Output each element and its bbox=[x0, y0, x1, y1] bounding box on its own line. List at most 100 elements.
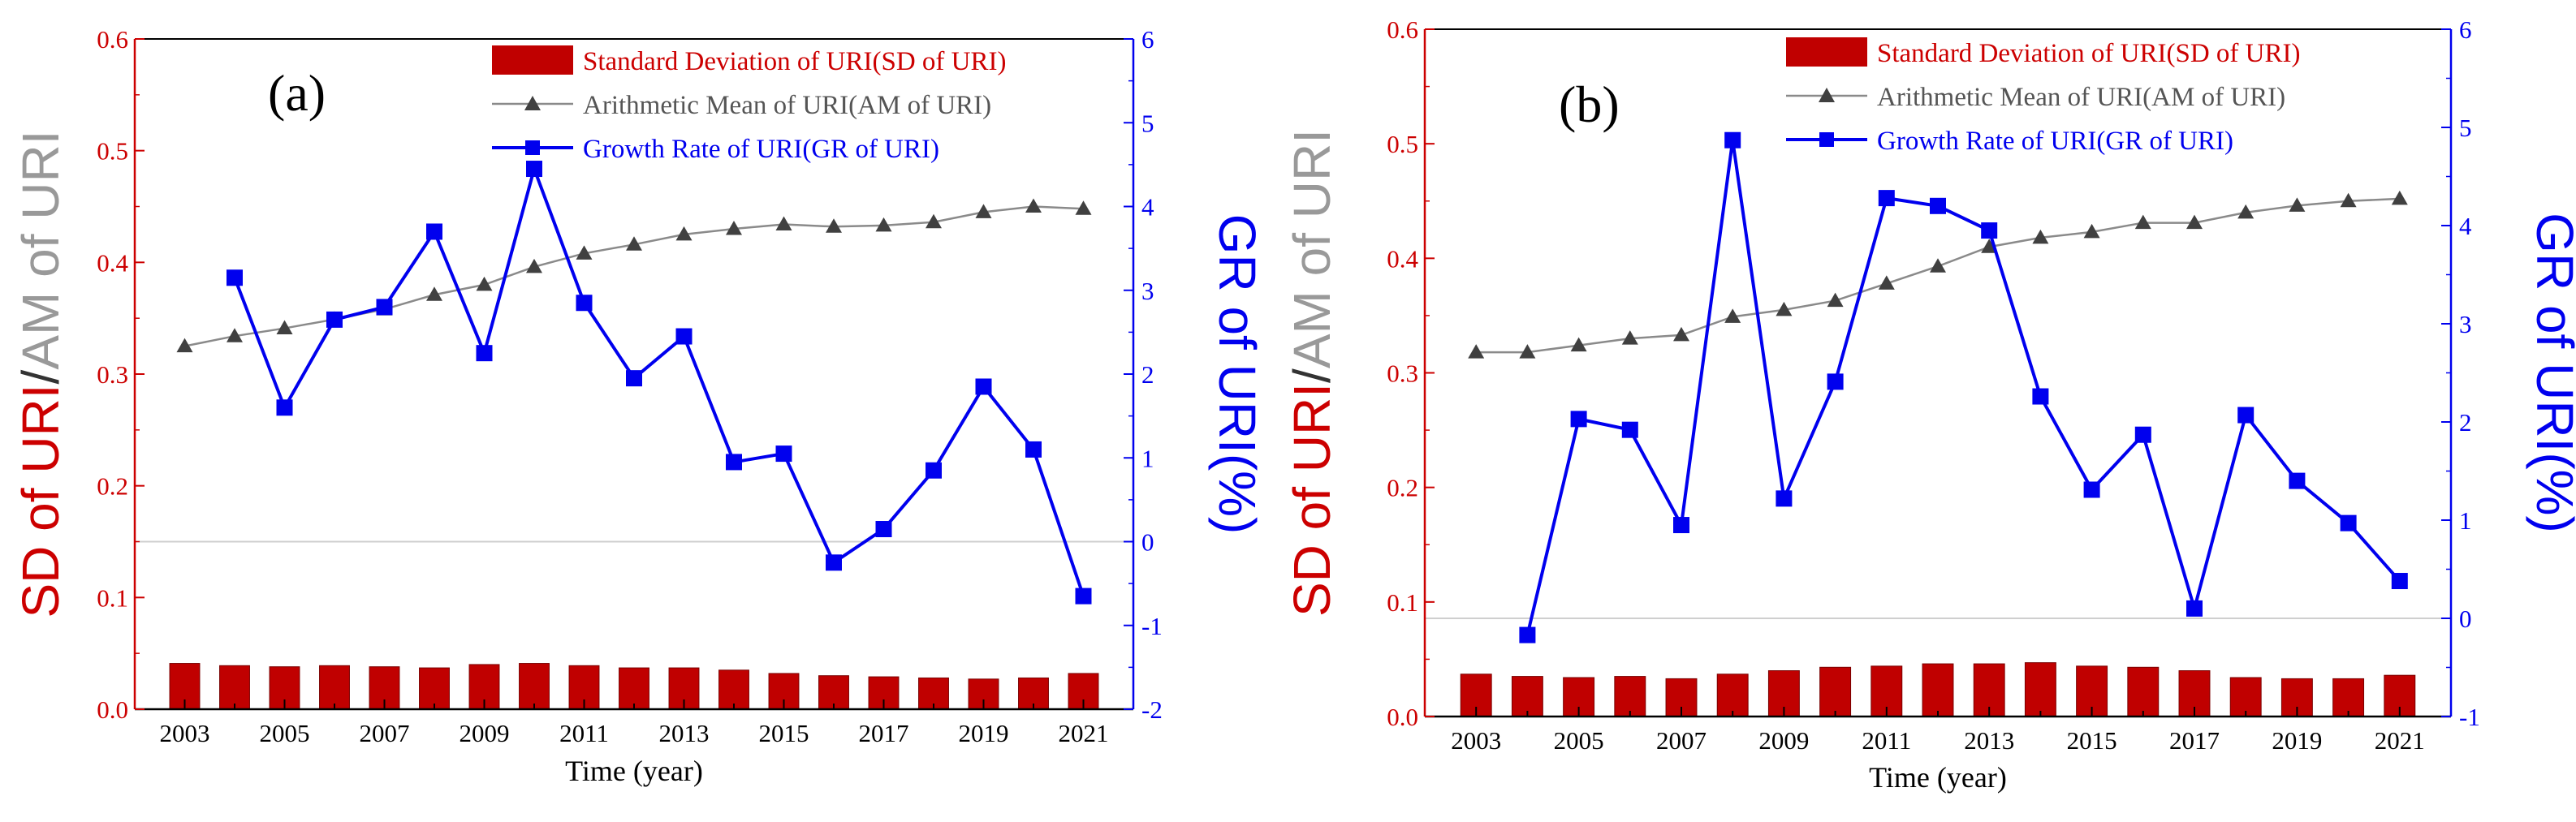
left-tick-label: 0.3 bbox=[1387, 359, 1418, 388]
legend-sd-label: Standard Deviation of URI(SD of URI) bbox=[583, 47, 1007, 76]
gr-point-2016 bbox=[826, 554, 842, 571]
x-tick-label: 2021 bbox=[2375, 726, 2425, 755]
am-point-2019 bbox=[2289, 197, 2306, 212]
gr-point-2008 bbox=[426, 223, 442, 240]
right-tick-label: 4 bbox=[1141, 193, 1154, 222]
gr-point-2006 bbox=[326, 311, 343, 328]
gr-point-2021 bbox=[2391, 573, 2408, 590]
right-tick-label: 0 bbox=[1141, 528, 1154, 557]
panel-label: (a) bbox=[268, 64, 326, 122]
x-axis-title: Time (year) bbox=[1869, 761, 2007, 794]
gr-point-2004 bbox=[227, 269, 243, 286]
am-point-2021 bbox=[2391, 190, 2408, 205]
sd-bar-2008 bbox=[1716, 674, 1749, 717]
x-tick-label: 2013 bbox=[1964, 726, 2014, 755]
sd-bar-2010 bbox=[519, 663, 550, 710]
left-tick-label: 0.2 bbox=[1387, 474, 1418, 502]
right-tick-label: -1 bbox=[2459, 703, 2480, 731]
am-point-2015 bbox=[775, 216, 792, 231]
x-tick-label: 2011 bbox=[1862, 726, 1911, 755]
gr-point-2019 bbox=[975, 378, 992, 395]
legend-gr-marker bbox=[525, 140, 540, 155]
legend-am-marker bbox=[1819, 88, 1835, 102]
am-point-2020 bbox=[2340, 192, 2357, 208]
am-point-2019 bbox=[975, 204, 992, 218]
gr-series-line bbox=[233, 163, 1085, 597]
gr-point-2010 bbox=[526, 161, 542, 178]
y-axis-title: SD of URI/AM of URI bbox=[1283, 129, 1341, 617]
am-point-2014 bbox=[2032, 229, 2049, 244]
gr-point-2016 bbox=[2134, 426, 2151, 443]
x-tick-label: 2019 bbox=[2272, 726, 2322, 755]
x-tick-label: 2003 bbox=[160, 719, 210, 747]
gr-point-2008 bbox=[1724, 131, 1741, 148]
gr-point-2021 bbox=[1075, 587, 1092, 605]
gr-point-2017 bbox=[2186, 600, 2203, 617]
x-tick-label: 2021 bbox=[1059, 719, 1109, 747]
x-axis-title: Time (year) bbox=[565, 755, 703, 787]
left-tick-label: 0.4 bbox=[97, 248, 128, 277]
gr-series-line bbox=[1525, 140, 2401, 636]
gr-point-2014 bbox=[726, 454, 742, 471]
gr-point-2020 bbox=[2340, 514, 2357, 532]
legend-gr-marker bbox=[1819, 132, 1834, 147]
gr-point-2009 bbox=[1776, 490, 1793, 507]
gr-point-2006 bbox=[1621, 421, 1638, 438]
legend-gr-label: Growth Rate of URI(GR of URI) bbox=[583, 135, 939, 164]
am-point-2011 bbox=[1878, 275, 1895, 290]
right-tick-label: 1 bbox=[2459, 506, 2472, 535]
left-tick-label: 0.5 bbox=[1387, 130, 1418, 158]
am-point-2017 bbox=[2186, 214, 2203, 230]
gr-point-2019 bbox=[2289, 472, 2306, 489]
gr-point-2007 bbox=[1673, 517, 1689, 534]
am-point-2005 bbox=[276, 320, 293, 335]
am-point-2003 bbox=[176, 338, 193, 353]
gr-point-2004 bbox=[1519, 626, 1536, 643]
y-axis-title: SD of URI/AM of URI bbox=[11, 131, 70, 618]
sd-bar-2020 bbox=[2332, 678, 2365, 717]
am-point-2004 bbox=[1519, 344, 1536, 359]
am-point-2011 bbox=[576, 245, 593, 260]
left-tick-label: 0.0 bbox=[1387, 703, 1418, 731]
panel-label: (b) bbox=[1559, 75, 1620, 133]
right-tick-label: 5 bbox=[2459, 114, 2472, 142]
gr-point-2007 bbox=[376, 299, 393, 316]
right-tick-label: -2 bbox=[1141, 695, 1163, 724]
am-point-2016 bbox=[2134, 214, 2151, 230]
x-tick-label: 2019 bbox=[959, 719, 1009, 747]
am-point-2018 bbox=[926, 213, 942, 229]
left-tick-label: 0.6 bbox=[1387, 15, 1418, 44]
y-axis-title-part: / bbox=[11, 369, 70, 384]
gr-point-2013 bbox=[675, 328, 693, 345]
am-point-2013 bbox=[675, 226, 693, 241]
gr-point-2011 bbox=[576, 295, 593, 312]
chart-panel-b: 0.0 0.1 0.2 0.3 0.4 0.5 0.6 -1 0 1 2 3 4 5 6 2003 2005 20… bbox=[1283, 15, 2576, 794]
right-tick-label: 2 bbox=[1141, 360, 1154, 389]
x-tick-label: 2007 bbox=[1656, 726, 1707, 755]
gr-point-2012 bbox=[626, 370, 642, 387]
am-point-2005 bbox=[1570, 337, 1587, 352]
am-point-2008 bbox=[426, 286, 442, 301]
x-tick-label: 2017 bbox=[2169, 726, 2220, 755]
right-tick-label: 2 bbox=[2459, 408, 2472, 437]
x-tick-label: 2015 bbox=[759, 719, 809, 747]
y-axis-title-part: SD of URI bbox=[11, 384, 70, 618]
am-point-2016 bbox=[826, 218, 842, 233]
gr-point-2015 bbox=[2083, 481, 2100, 498]
sd-bar-2014 bbox=[718, 669, 749, 710]
sd-bar-2006 bbox=[319, 665, 350, 710]
gr-point-2017 bbox=[875, 521, 892, 538]
gr-point-2012 bbox=[1930, 197, 1946, 214]
x-tick-label: 2009 bbox=[1758, 726, 1809, 755]
am-point-2017 bbox=[875, 217, 892, 232]
x-tick-label: 2015 bbox=[2067, 726, 2117, 755]
gr-point-2010 bbox=[1827, 373, 1844, 390]
x-tick-label: 2009 bbox=[460, 719, 510, 747]
gr-point-2018 bbox=[926, 462, 942, 479]
gr-point-2005 bbox=[1570, 411, 1587, 428]
am-point-2009 bbox=[476, 276, 493, 291]
x-tick-label: 2003 bbox=[1451, 726, 1501, 755]
right-tick-label: 0 bbox=[2459, 605, 2472, 633]
x-tick-label: 2013 bbox=[659, 719, 710, 747]
